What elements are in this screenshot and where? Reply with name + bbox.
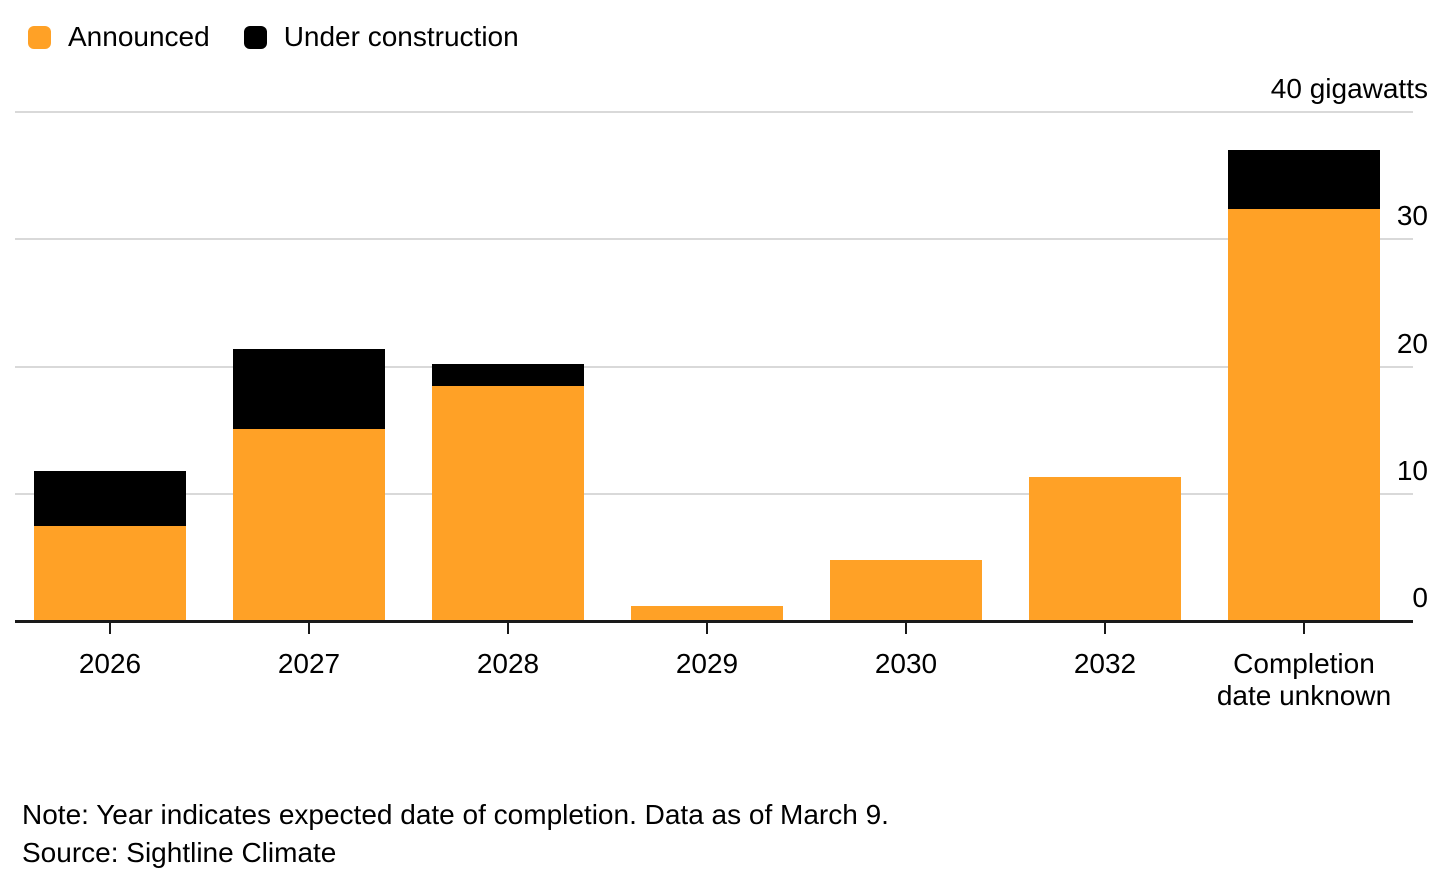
x-axis-tick <box>1303 621 1305 634</box>
x-axis-tick <box>1104 621 1106 634</box>
bar-segment-under-construction <box>34 471 186 526</box>
chart-source: Source: Sightline Climate <box>22 837 337 868</box>
announced-swatch-icon <box>28 25 51 49</box>
bar-segment-announced <box>432 386 584 621</box>
x-axis-label: 2030 <box>874 648 938 679</box>
bar-segment-announced <box>34 526 186 621</box>
x-axis-tick <box>507 621 509 634</box>
bar-segment-announced <box>1228 209 1380 621</box>
legend-item-under-construction: Under construction <box>243 20 519 54</box>
y-axis-label-20: 20 <box>1396 328 1428 359</box>
x-axis-label: 2028 <box>476 648 540 679</box>
gridline-20 <box>15 366 1413 368</box>
x-axis-label: 2029 <box>675 648 739 679</box>
legend-label-under-construction: Under construction <box>283 21 519 52</box>
legend-label-announced: Announced <box>68 21 210 52</box>
x-axis-tick <box>706 621 708 634</box>
gridline-10 <box>15 493 1413 495</box>
bar-segment-announced <box>830 560 982 621</box>
legend-item-announced: Announced <box>28 20 210 54</box>
gridline-30 <box>15 238 1413 240</box>
legend: Announced Under construction <box>28 20 519 54</box>
y-axis-label-10: 10 <box>1396 455 1428 486</box>
under-construction-swatch-icon <box>243 25 267 49</box>
x-axis-tick <box>308 621 310 634</box>
y-axis-label-0: 0 <box>1412 582 1428 613</box>
x-axis-label: Completion date unknown <box>1216 648 1392 711</box>
x-axis-label: 2026 <box>78 648 142 679</box>
y-axis-label-30: 30 <box>1396 200 1428 231</box>
x-axis-label: 2032 <box>1073 648 1137 679</box>
gridline-40 <box>15 111 1413 113</box>
bar-segment-announced <box>233 429 385 621</box>
x-axis-tick <box>109 621 111 634</box>
bar-segment-under-construction <box>233 349 385 429</box>
x-axis-tick <box>905 621 907 634</box>
bar-segment-under-construction <box>432 364 584 386</box>
chart-note: Note: Year indicates expected date of co… <box>22 799 889 830</box>
x-axis-label: 2027 <box>277 648 341 679</box>
bar-segment-announced <box>631 606 783 621</box>
bar-segment-under-construction <box>1228 150 1380 209</box>
x-axis-baseline <box>15 620 1413 623</box>
y-axis-label-40: 40 gigawatts <box>1270 73 1428 104</box>
bar-segment-announced <box>1029 477 1181 621</box>
